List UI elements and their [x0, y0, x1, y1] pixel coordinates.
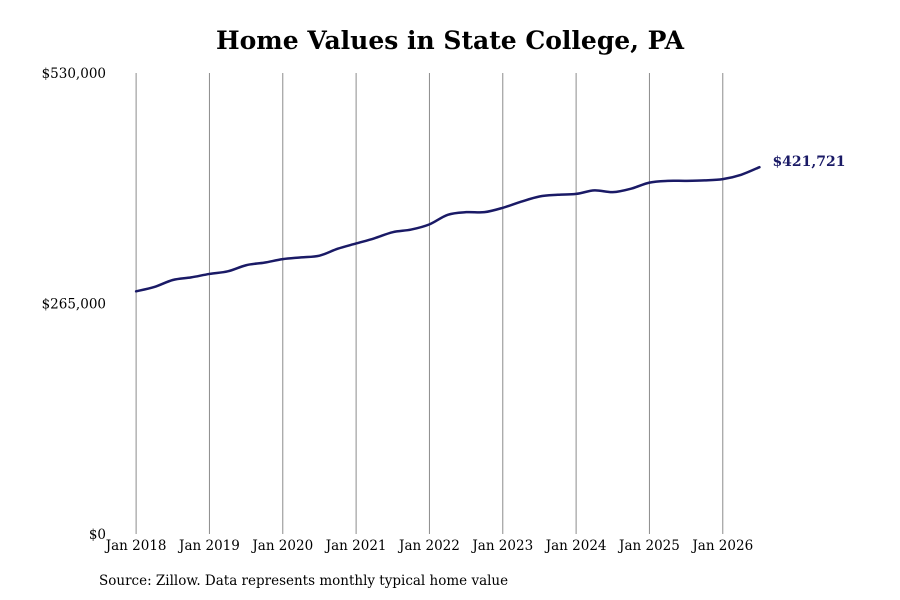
x-tick-jan-2020: Jan 2020: [250, 538, 313, 554]
x-tick-jan-2022: Jan 2022: [397, 538, 460, 554]
x-tick-jan-2025: Jan 2025: [617, 538, 680, 554]
last-value-label: $421,721: [772, 154, 845, 170]
y-tick-265-000: $265,000: [42, 297, 106, 313]
x-tick-jan-2018: Jan 2018: [104, 538, 167, 554]
x-axis-tick-labels: Jan 2018 Jan 2019 Jan 2020 Jan 2021 Jan 2022…: [104, 538, 753, 554]
x-tick-jan-2021: Jan 2021: [324, 538, 387, 554]
y-tick-530-000: $530,000: [42, 66, 106, 82]
series-line-home-value: [134, 165, 761, 293]
x-tick-jan-2023: Jan 2023: [470, 538, 533, 554]
y-axis-tick-labels: $0 $265,000 $530,000: [42, 66, 106, 543]
x-tick-jan-2026: Jan 2026: [690, 538, 753, 554]
grid-lines: [135, 73, 724, 534]
chart-title: Home Values in State College, PA: [216, 26, 684, 55]
x-tick-jan-2019: Jan 2019: [177, 538, 240, 554]
y-tick-zero: $0: [89, 527, 106, 543]
source-note: Source: Zillow. Data represents monthly …: [99, 573, 509, 589]
x-tick-jan-2024: Jan 2024: [544, 538, 607, 554]
